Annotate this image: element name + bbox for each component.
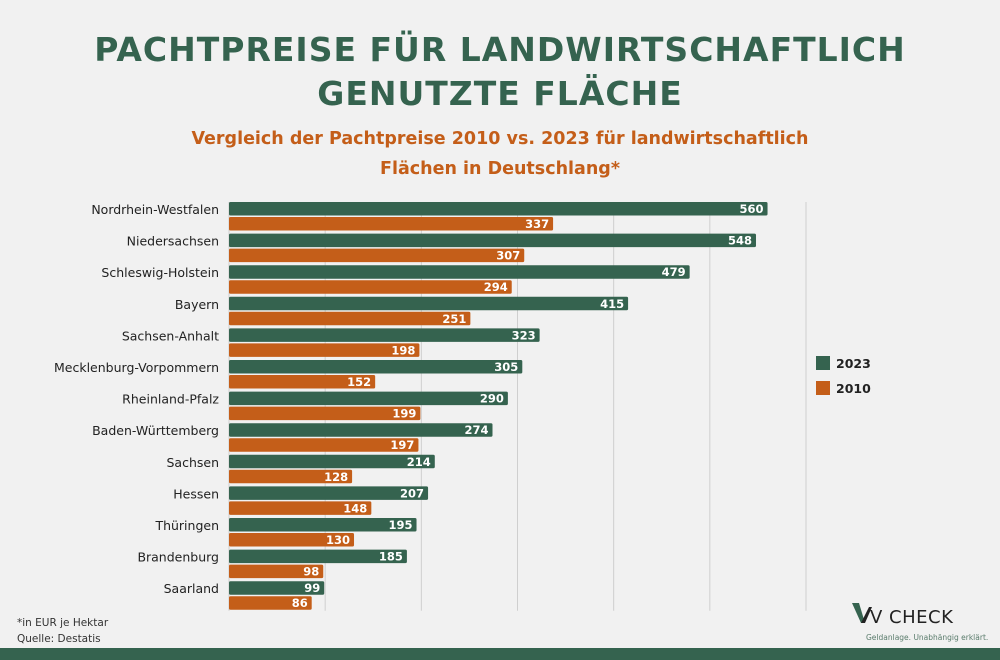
legend-label: 2023 [836,356,871,371]
data-label: 307 [496,249,520,263]
data-label: 99 [304,581,320,595]
logo-name: V CHECK [870,607,954,628]
bar-2010 [229,406,421,421]
bar-2023 [229,581,325,595]
bar-2023 [229,328,540,342]
data-label: 294 [484,280,508,294]
bar-2010 [229,438,419,452]
bar-2010 [229,248,525,263]
chart-title: PACHTPREISE FÜR LANDWIRTSCHAFTLICH GENUT… [94,30,906,113]
bar-2023 [229,391,508,406]
bar-2023 [229,233,756,248]
bar-2010 [229,375,376,389]
category-label: Mecklenburg-Vorpommern [54,360,219,375]
data-label: 207 [400,486,424,500]
category-label: Niedersachsen [127,234,219,249]
data-label: 337 [525,217,549,231]
data-label: 197 [390,438,414,452]
data-label: 290 [480,392,504,406]
bar-2023 [229,486,429,500]
data-label: 214 [407,455,431,469]
category-label: Nordrhein-Westfalen [91,202,219,217]
bar-2010 [229,217,554,231]
chart-subtitle: Vergleich der Pachtpreise 2010 vs. 2023 … [191,129,809,179]
bar-2023 [229,202,768,216]
category-label: Brandenburg [137,550,219,565]
bar-2023 [229,360,523,374]
data-label: 98 [303,565,319,579]
bar-2010 [229,564,324,579]
footer-bar [0,648,1000,660]
data-label: 185 [379,550,403,564]
bar-2010 [229,343,420,357]
data-label: 305 [494,360,518,374]
bar-2023 [229,454,435,469]
data-label: 198 [391,343,415,357]
source-note: Quelle: Destatis [17,633,101,645]
legend-swatch-2010 [816,381,830,395]
category-label: Schleswig-Holstein [101,265,219,280]
bar-2023 [229,265,690,279]
bar-2010 [229,501,372,515]
legend-label: 2010 [836,381,871,396]
bar-2010 [229,280,512,294]
bar-2010 [229,533,355,547]
bar-2023 [229,518,417,532]
bar-2023 [229,549,407,564]
vcheck-logo-icon [852,603,872,623]
data-label: 323 [512,328,536,342]
data-label: 195 [389,518,413,532]
unit-note: *in EUR je Hektar [17,617,109,629]
data-label: 130 [326,533,350,547]
data-label: 251 [442,312,466,326]
data-label: 548 [728,234,752,248]
category-label: Bayern [175,297,219,312]
data-label: 415 [600,297,624,311]
data-label: 199 [392,407,416,421]
bar-2010 [229,596,312,610]
category-label: Saarland [164,581,219,596]
bar-2023 [229,296,629,311]
data-label: 148 [343,501,367,515]
logo-tagline: Geldanlage. Unabhängig erklärt. [866,633,989,642]
category-label: Rheinland-Pfalz [122,392,219,407]
data-label: 560 [740,202,764,216]
data-label: 479 [662,265,686,279]
bar-2010 [229,311,471,326]
data-label: 128 [324,470,348,484]
category-label: Sachsen-Anhalt [122,328,219,343]
data-label: 86 [292,596,308,610]
data-label: 274 [464,423,488,437]
category-label: Hessen [173,486,219,501]
category-label: Sachsen [166,455,219,470]
bar-2023 [229,423,493,437]
bar-2010 [229,469,353,484]
category-label: Baden-Württemberg [92,423,219,438]
data-label: 152 [347,375,371,389]
category-label: Thüringen [154,518,219,533]
legend-swatch-2023 [816,356,830,370]
